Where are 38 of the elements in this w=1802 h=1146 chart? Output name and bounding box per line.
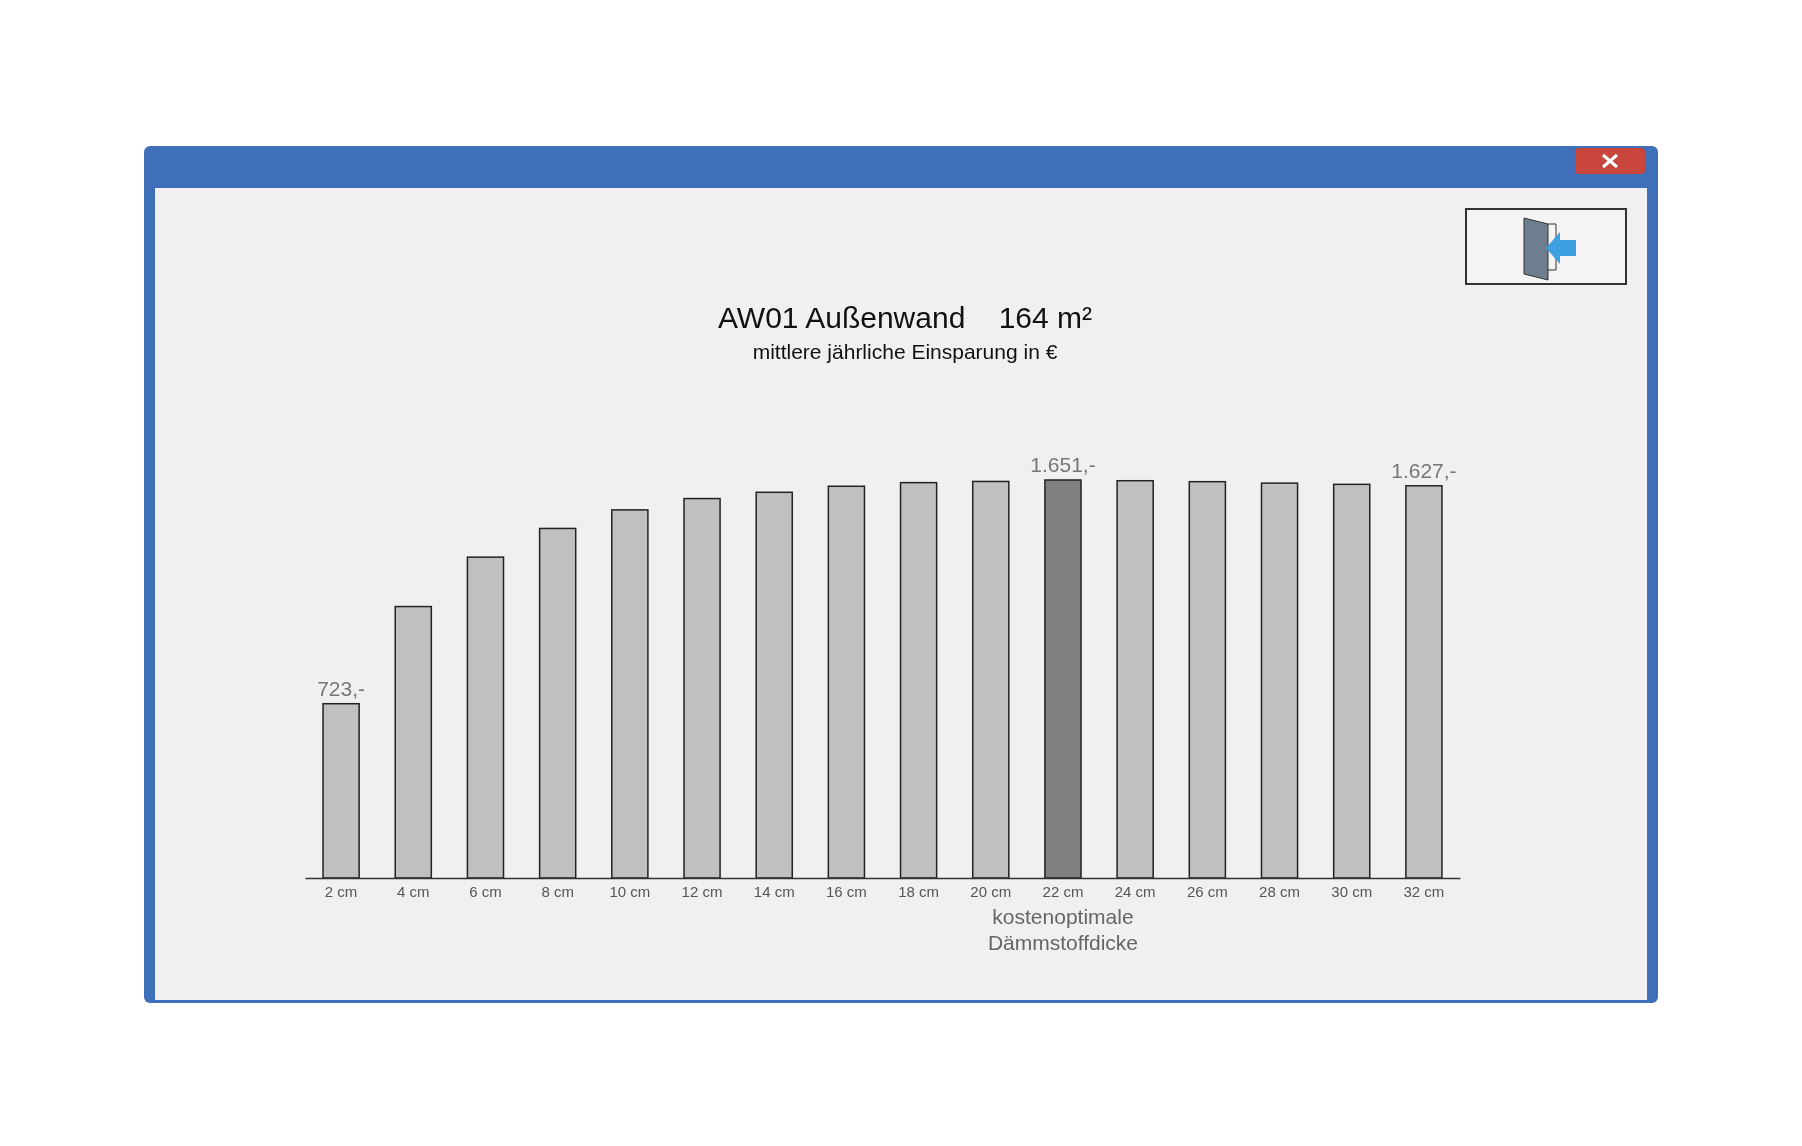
x-tick-label: 32 cm <box>1403 882 1445 900</box>
bar <box>1188 480 1227 879</box>
text: kostenoptimale Dämmstoffdicke <box>987 905 1139 954</box>
x-tick-label: 6 cm <box>469 882 502 900</box>
x-tick-label: 24 cm <box>1114 882 1156 900</box>
bar <box>611 509 649 879</box>
x-tick-label: 26 cm <box>1186 882 1228 900</box>
chart-subtitle: mittlere jährliche Einsparung in € <box>752 340 1058 363</box>
x-tick-label: 12 cm <box>681 882 723 900</box>
chart-title: AW01 Außenwand 164 m² <box>717 301 1093 334</box>
bar <box>755 491 794 879</box>
bar <box>466 556 505 879</box>
x-tick-label: 8 cm <box>541 882 574 900</box>
x-tick-label: 2 cm <box>324 882 358 900</box>
x-tick-label: 22 cm <box>1042 882 1084 900</box>
x-tick-label: 16 cm <box>825 882 867 900</box>
x-tick-label: 28 cm <box>1259 882 1300 900</box>
bar <box>683 497 721 879</box>
x-tick-label: 10 cm <box>609 882 651 900</box>
data-label: 1.651,- <box>1030 453 1096 476</box>
bar <box>1260 482 1299 879</box>
bar <box>1405 485 1443 879</box>
bar <box>1044 479 1082 879</box>
bar <box>899 481 938 879</box>
data-label: 1.627,- <box>1391 458 1457 482</box>
data-label: 723,- <box>317 676 366 700</box>
bar <box>538 527 577 879</box>
x-tick-label: 18 cm <box>898 882 940 900</box>
bar <box>394 605 433 879</box>
bar <box>827 485 866 879</box>
bar <box>322 702 360 879</box>
bar <box>971 480 1010 879</box>
bar <box>1332 483 1371 879</box>
bar <box>1116 479 1154 879</box>
x-tick-label: 14 cm <box>753 882 795 900</box>
x-tick-label: 20 cm <box>970 882 1012 900</box>
x-tick-label: 30 cm <box>1331 882 1373 900</box>
x-tick-label: 4 cm <box>397 882 430 900</box>
